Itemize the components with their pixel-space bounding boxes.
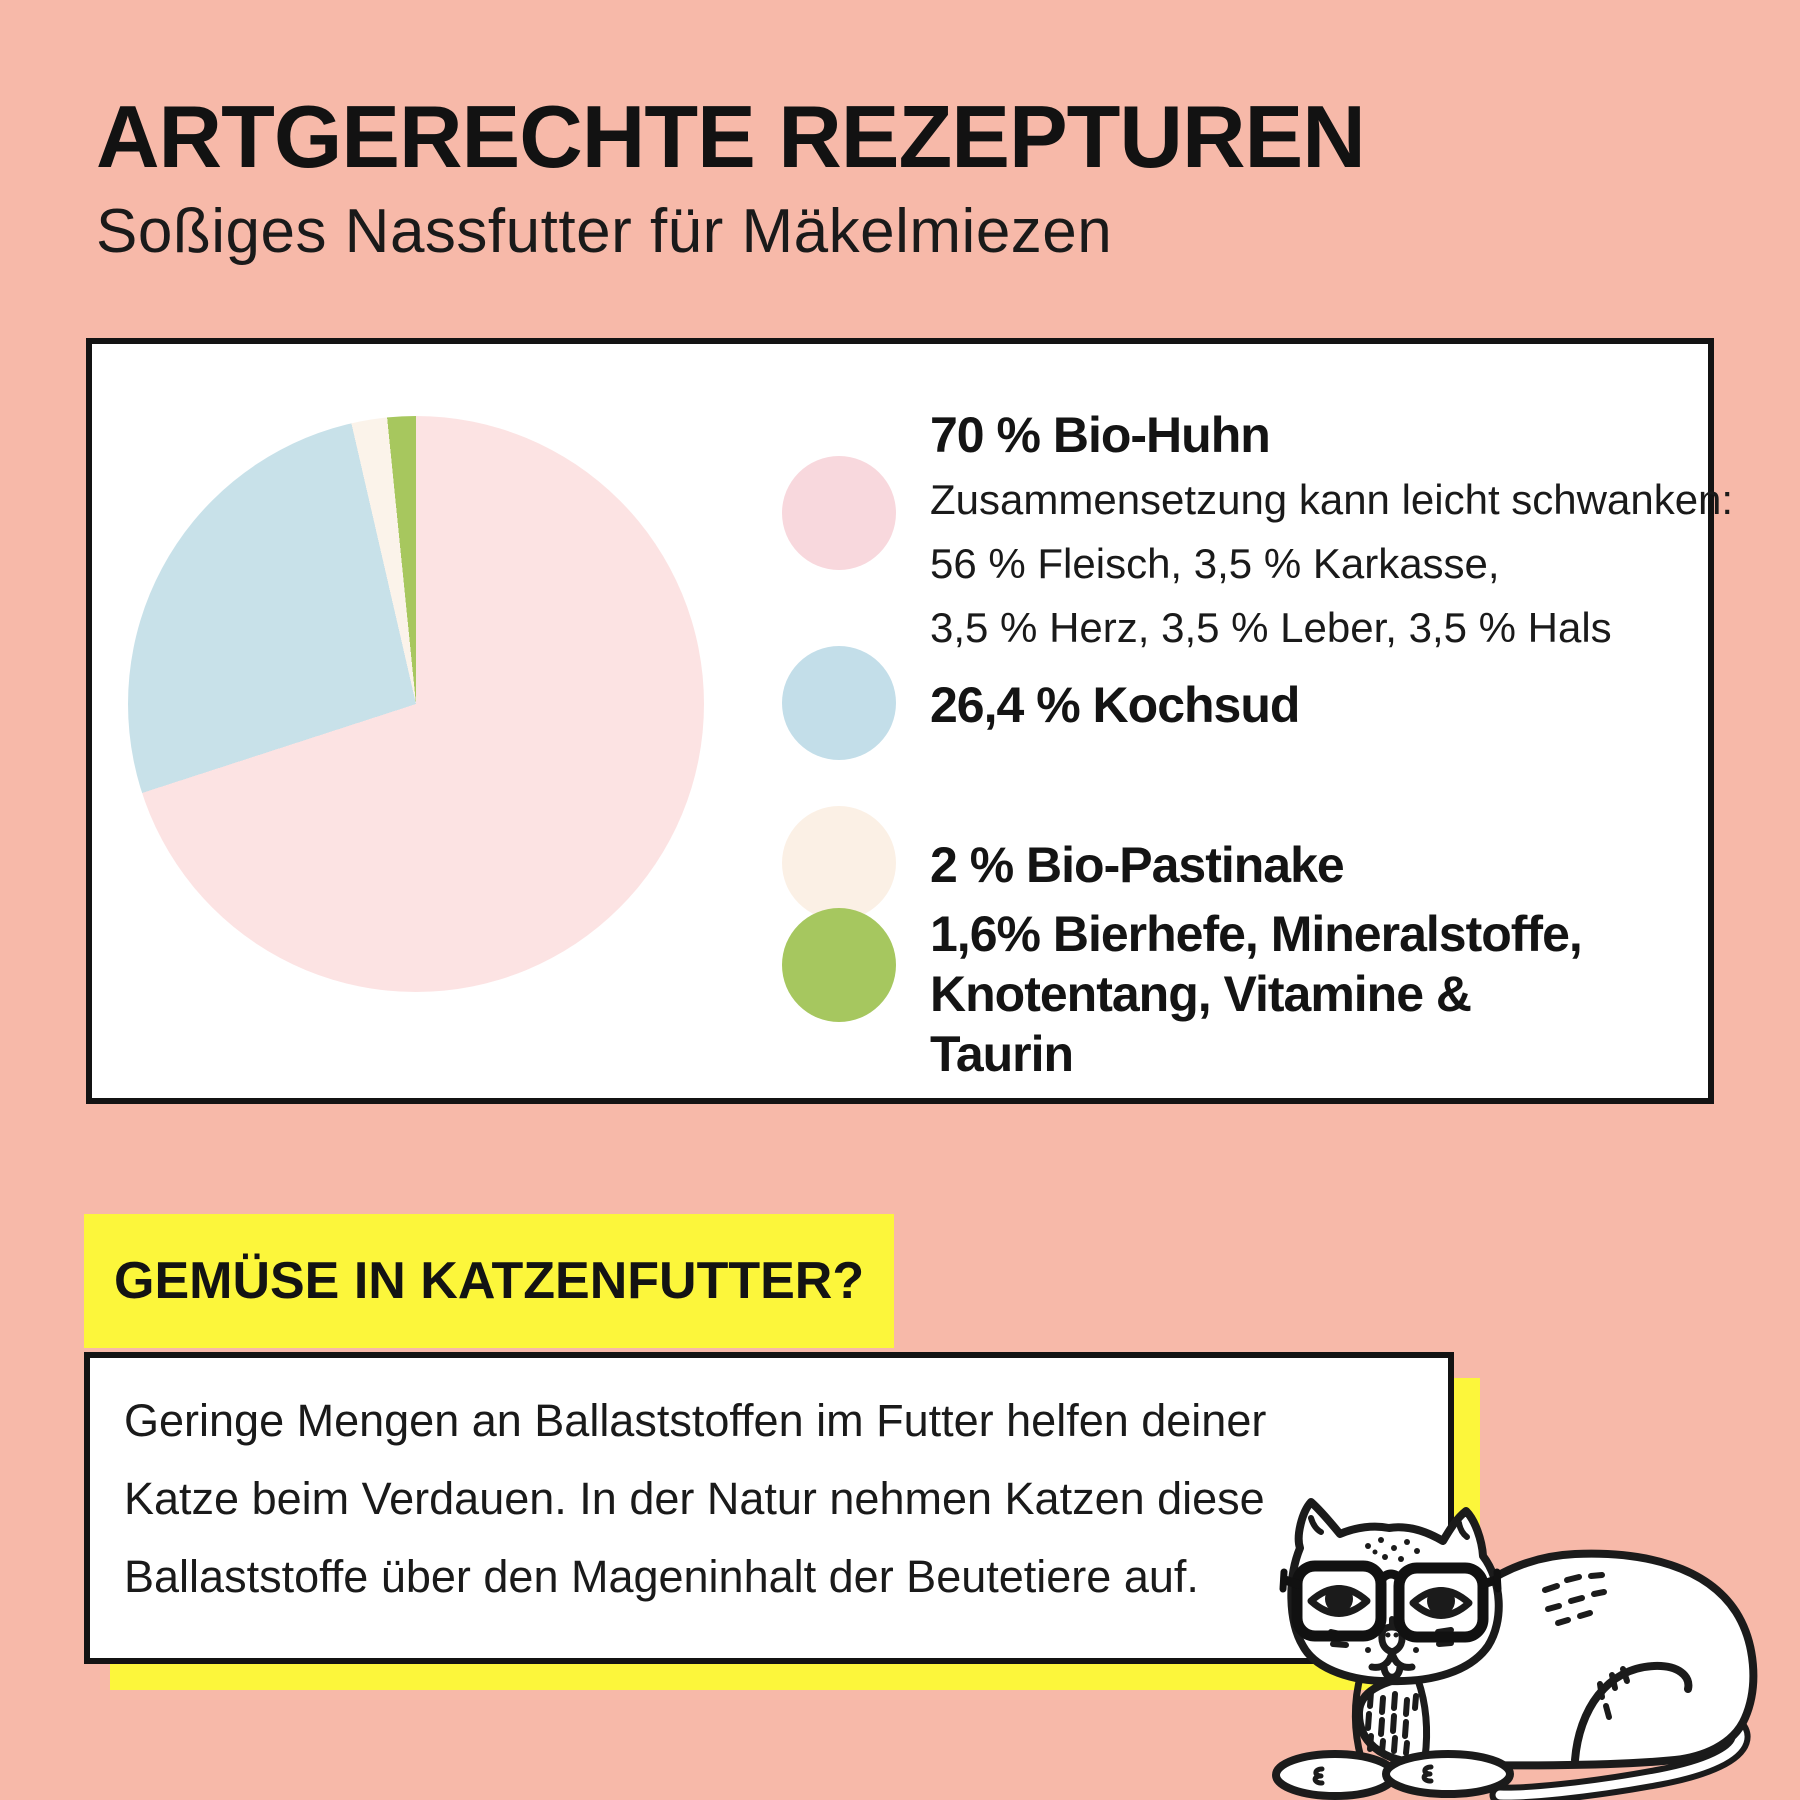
- cat-chest-marks: [1365, 1689, 1419, 1756]
- legend-dot-bierhefe: [782, 908, 896, 1022]
- info-line: Ballaststoffe über den Mageninhalt der B…: [124, 1551, 1199, 1602]
- legend-label-bierhefe: 1,6% Bierhefe, Mineralstoffe, Knotentang…: [930, 904, 1583, 1084]
- cat-glasses: [1279, 1560, 1502, 1643]
- legend-desc-line: Zusammensetzung kann leicht schwanken:: [930, 476, 1734, 523]
- info-line: Katze beim Verdauen. In der Natur nehmen…: [124, 1473, 1265, 1524]
- cat-haunch-line: [1571, 1661, 1693, 1764]
- legend-label-line: 1,6% Bierhefe, Mineralstoffe,: [930, 906, 1583, 962]
- legend-desc-bio-huhn: Zusammensetzung kann leicht schwanken: 5…: [930, 468, 1733, 660]
- pie-chart: [128, 416, 704, 992]
- cat-freckles: [1365, 1537, 1420, 1562]
- cat-with-glasses-illustration: [1272, 1498, 1758, 1800]
- legend-dot-bio-huhn: [782, 456, 896, 570]
- cat-paw: [1382, 1750, 1514, 1798]
- section-heading: GEMÜSE IN KATZENFUTTER?: [84, 1214, 895, 1348]
- legend-label-kochsud: 26,4 % Kochsud: [930, 677, 1300, 733]
- legend-desc-line: 56 % Fleisch, 3,5 % Karkasse,: [930, 540, 1500, 587]
- recipe-chart-panel: 70 % Bio-Huhn Zusammensetzung kann leich…: [86, 338, 1733, 1104]
- page-subtitle: Soßiges Nassfutter für Mäkelmiezen: [96, 197, 1113, 266]
- legend-dot-kochsud: [782, 646, 896, 760]
- legend-label-bio-huhn: 70 % Bio-Huhn: [930, 407, 1271, 463]
- page-title: ARTGERECHTE REZEPTUREN: [96, 87, 1366, 186]
- legend-label-bio-pastinake: 2 % Bio-Pastinake: [930, 837, 1345, 893]
- legend-label-line: Taurin: [930, 1026, 1074, 1082]
- legend-label-line: Knotentang, Vitamine &: [930, 966, 1472, 1022]
- legend-dot-bio-pastinake: [782, 806, 896, 920]
- cat-shoulder-marks: [1542, 1572, 1607, 1626]
- cat-paw: [1272, 1750, 1398, 1800]
- info-line: Geringe Mengen an Ballaststoffen im Futt…: [124, 1395, 1267, 1446]
- legend-desc-line: 3,5 % Herz, 3,5 % Leber, 3,5 % Hals: [930, 604, 1612, 651]
- cat-haunch-marks: [1597, 1666, 1630, 1720]
- cat-tongue: [1380, 1662, 1404, 1681]
- info-box: Geringe Mengen an Ballaststoffen im Futt…: [84, 1352, 1454, 1664]
